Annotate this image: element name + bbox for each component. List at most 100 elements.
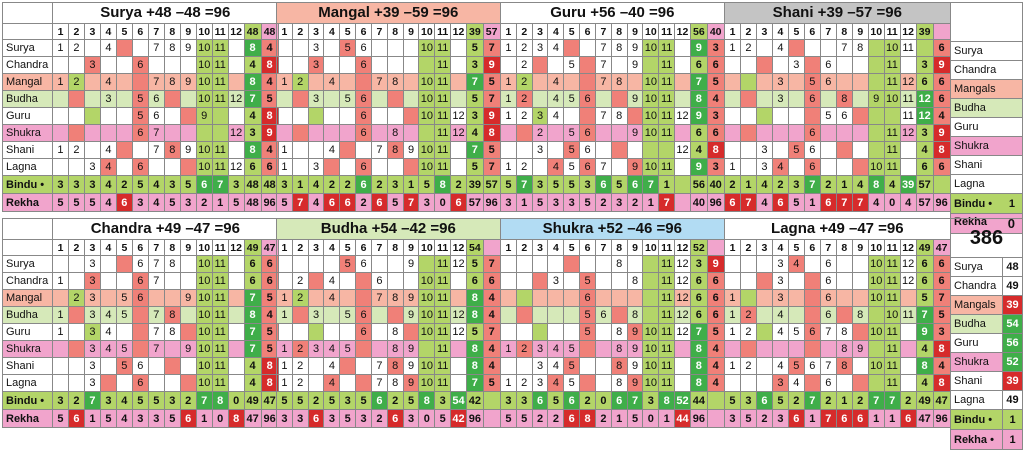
cell: 11 bbox=[658, 357, 676, 375]
cell bbox=[819, 158, 837, 176]
cell: 5 bbox=[339, 39, 357, 57]
rekha-header bbox=[932, 23, 951, 40]
cell bbox=[610, 272, 628, 290]
panel-title: Surya +48 –48 =96 bbox=[52, 2, 279, 24]
cell: 6 bbox=[355, 39, 372, 57]
cell: 4 bbox=[99, 158, 117, 176]
bindu-cell: 3 bbox=[787, 175, 805, 194]
cell: 11 bbox=[883, 124, 901, 142]
rekha-cell: 6 bbox=[771, 193, 789, 212]
cell bbox=[739, 107, 757, 125]
table-row: 1 2 3 4 7 8 10 11 12 9 3 bbox=[500, 107, 725, 125]
cell: 10 bbox=[418, 90, 436, 108]
cell: 2 bbox=[739, 39, 757, 57]
cell bbox=[899, 158, 917, 176]
bindu-cell: 3 bbox=[52, 391, 69, 410]
cell: 1 bbox=[724, 158, 741, 176]
cell: 6 bbox=[803, 357, 821, 375]
rekha-cell: 2 bbox=[626, 193, 644, 212]
cell: 8 bbox=[689, 340, 708, 358]
table-row: Shani 3 5 6 10 11 4 8 bbox=[2, 357, 279, 375]
bindu-cell: 48 bbox=[243, 175, 262, 194]
col-header: 8 bbox=[386, 239, 404, 256]
cell: 7 bbox=[147, 124, 165, 142]
cell: 10 bbox=[195, 56, 213, 74]
summary-row: Lagna 49 bbox=[950, 390, 1023, 410]
cell: 5 bbox=[579, 272, 596, 290]
cell: 11 bbox=[658, 289, 676, 307]
table-row: Lagna 3 6 10 11 4 8 bbox=[2, 374, 279, 392]
rekha-cell: 0 bbox=[883, 193, 901, 212]
summary-name: Chandra bbox=[950, 60, 1023, 80]
table-row: 1 2 3 4 5 8 9 11 8 4 bbox=[276, 340, 501, 358]
cell bbox=[739, 124, 757, 142]
cell: 11 bbox=[658, 306, 676, 324]
cell: 8 bbox=[386, 357, 404, 375]
cell: 5 bbox=[563, 56, 581, 74]
cell bbox=[67, 56, 85, 74]
cell bbox=[227, 73, 245, 91]
rekha-cell: 2 bbox=[594, 409, 612, 428]
cell: 11 bbox=[211, 289, 229, 307]
cell: 9 bbox=[689, 107, 708, 125]
cell bbox=[83, 141, 101, 159]
rekha-cell: 2 bbox=[547, 409, 565, 428]
cell: 9 bbox=[402, 255, 420, 273]
row-name: Surya bbox=[2, 255, 53, 273]
col-header: 11 bbox=[434, 23, 452, 40]
cell: 6 bbox=[355, 124, 372, 142]
cell bbox=[755, 289, 773, 307]
row-name: Lagna bbox=[2, 374, 53, 392]
cell: 4 bbox=[706, 357, 725, 375]
cell bbox=[899, 289, 917, 307]
cell: 2 bbox=[739, 357, 757, 375]
cell bbox=[787, 158, 805, 176]
cell bbox=[402, 158, 420, 176]
cell bbox=[563, 323, 581, 341]
col-header: 4 bbox=[547, 239, 565, 256]
cell: 11 bbox=[883, 289, 901, 307]
cell bbox=[67, 306, 85, 324]
bindu-cell: 2 bbox=[579, 391, 596, 410]
cell bbox=[819, 124, 837, 142]
cell bbox=[851, 374, 869, 392]
bindu-row: 5 3 6 5 2 7 2 1 2 7 7 2 49 47 bbox=[724, 391, 951, 410]
cell bbox=[386, 107, 404, 125]
bindu-row: 5 5 2 5 3 5 6 2 5 8 3 54 42 bbox=[276, 391, 501, 410]
cell: 10 bbox=[883, 90, 901, 108]
cell: 9 bbox=[402, 357, 420, 375]
cell bbox=[515, 323, 533, 341]
bindu-cell: 1 bbox=[835, 175, 853, 194]
cell: 7 bbox=[482, 39, 501, 57]
cell bbox=[642, 255, 660, 273]
rekha-header: 47 bbox=[932, 239, 951, 256]
cell: 7 bbox=[370, 374, 388, 392]
cell bbox=[755, 323, 773, 341]
cell: 3 bbox=[531, 340, 549, 358]
cell bbox=[642, 56, 660, 74]
cell: 9 bbox=[402, 141, 420, 159]
cell: 7 bbox=[915, 306, 934, 324]
cell: 9 bbox=[689, 158, 708, 176]
cell: 3 bbox=[932, 323, 951, 341]
cell: 1 bbox=[276, 73, 293, 91]
col-header: 9 bbox=[851, 239, 869, 256]
bindu-cell: 56 bbox=[689, 175, 708, 194]
cell: 2 bbox=[515, 56, 533, 74]
cell: 9 bbox=[179, 141, 197, 159]
cell: 7 bbox=[243, 289, 262, 307]
bindu-cell: 3 bbox=[99, 391, 117, 410]
cell: 8 bbox=[386, 289, 404, 307]
summary-name: Shani bbox=[950, 371, 1003, 391]
cell: 11 bbox=[434, 255, 452, 273]
cell: 10 bbox=[195, 357, 213, 375]
cell: 2 bbox=[515, 73, 533, 91]
cell bbox=[579, 39, 596, 57]
cell: 10 bbox=[642, 158, 660, 176]
cell: 8 bbox=[689, 357, 708, 375]
summary-value: 49 bbox=[1002, 390, 1023, 410]
cell: 10 bbox=[195, 255, 213, 273]
cell bbox=[642, 141, 660, 159]
cell: 6 bbox=[932, 255, 951, 273]
bindu-cell: 5 bbox=[131, 175, 149, 194]
